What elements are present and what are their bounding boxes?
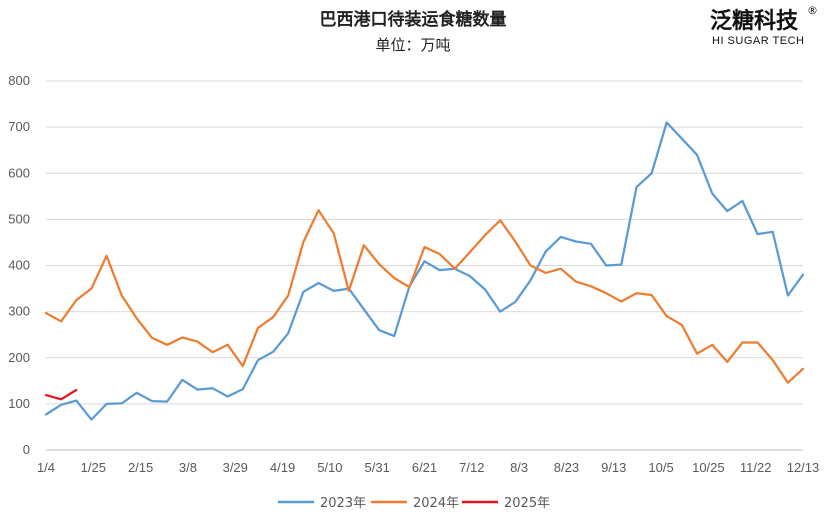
x-tick-label: 11/22 [740,460,772,475]
gridlines [46,80,803,451]
legend-label: 2023年 [320,496,366,511]
x-tick-label: 8/3 [510,460,528,475]
x-tick-label: 3/29 [223,460,248,475]
y-tick-label: 400 [8,258,30,273]
y-tick-label: 700 [8,119,30,134]
logo-registered-mark: ® [807,4,818,17]
x-tick-label: 1/4 [37,460,55,475]
y-tick-label: 500 [8,211,30,226]
logo-cn-text: 泛糖科技 [710,8,799,34]
series-lines [44,121,805,421]
x-tick-label: 12/13 [787,460,820,475]
y-tick-label: 300 [8,304,30,319]
y-tick-label: 600 [8,165,30,180]
y-axis-tick-labels: 0 100 200 300 400 500 600 700 800 [8,73,30,457]
legend-label: 2025年 [504,496,550,511]
y-tick-label: 800 [8,73,30,88]
x-tick-label: 1/25 [81,460,106,475]
brand-logo: 泛糖科技 ® HI SUGAR TECH [710,4,818,47]
x-tick-label: 3/8 [179,460,197,475]
series-line-3 [44,388,78,401]
y-tick-label: 100 [8,396,30,411]
x-axis-tick-labels: 1/4 1/25 2/15 3/8 3/29 4/19 5/10 5/31 6/21 7/12 8/… [37,460,819,475]
chart-title: 巴西港口待装运食糖数量 [320,9,507,30]
series-line-1 [44,121,805,421]
x-tick-label: 2/15 [128,460,153,475]
x-tick-label: 6/21 [412,460,437,475]
x-tick-label: 4/19 [270,460,295,475]
x-tick-label: 10/25 [692,460,725,475]
legend-item: 2023年 [278,496,366,511]
x-tick-label: 7/12 [459,460,484,475]
legend-label: 2024年 [413,496,459,511]
x-tick-label: 5/10 [317,460,342,475]
legend-item: 2025年 [462,496,550,511]
x-tick-label: 5/31 [365,460,390,475]
x-tick-label: 10/5 [648,460,673,475]
x-tick-label: 8/23 [554,460,579,475]
legend: 2023年 2024年 2025年 [278,496,550,511]
legend-item: 2024年 [371,496,459,511]
y-tick-label: 0 [23,442,30,457]
x-tick-label: 9/13 [601,460,626,475]
y-tick-label: 200 [8,350,30,365]
logo-en-text: HI SUGAR TECH [712,35,804,47]
chart-subtitle: 单位：万吨 [375,36,450,54]
series-line-2 [44,209,805,384]
